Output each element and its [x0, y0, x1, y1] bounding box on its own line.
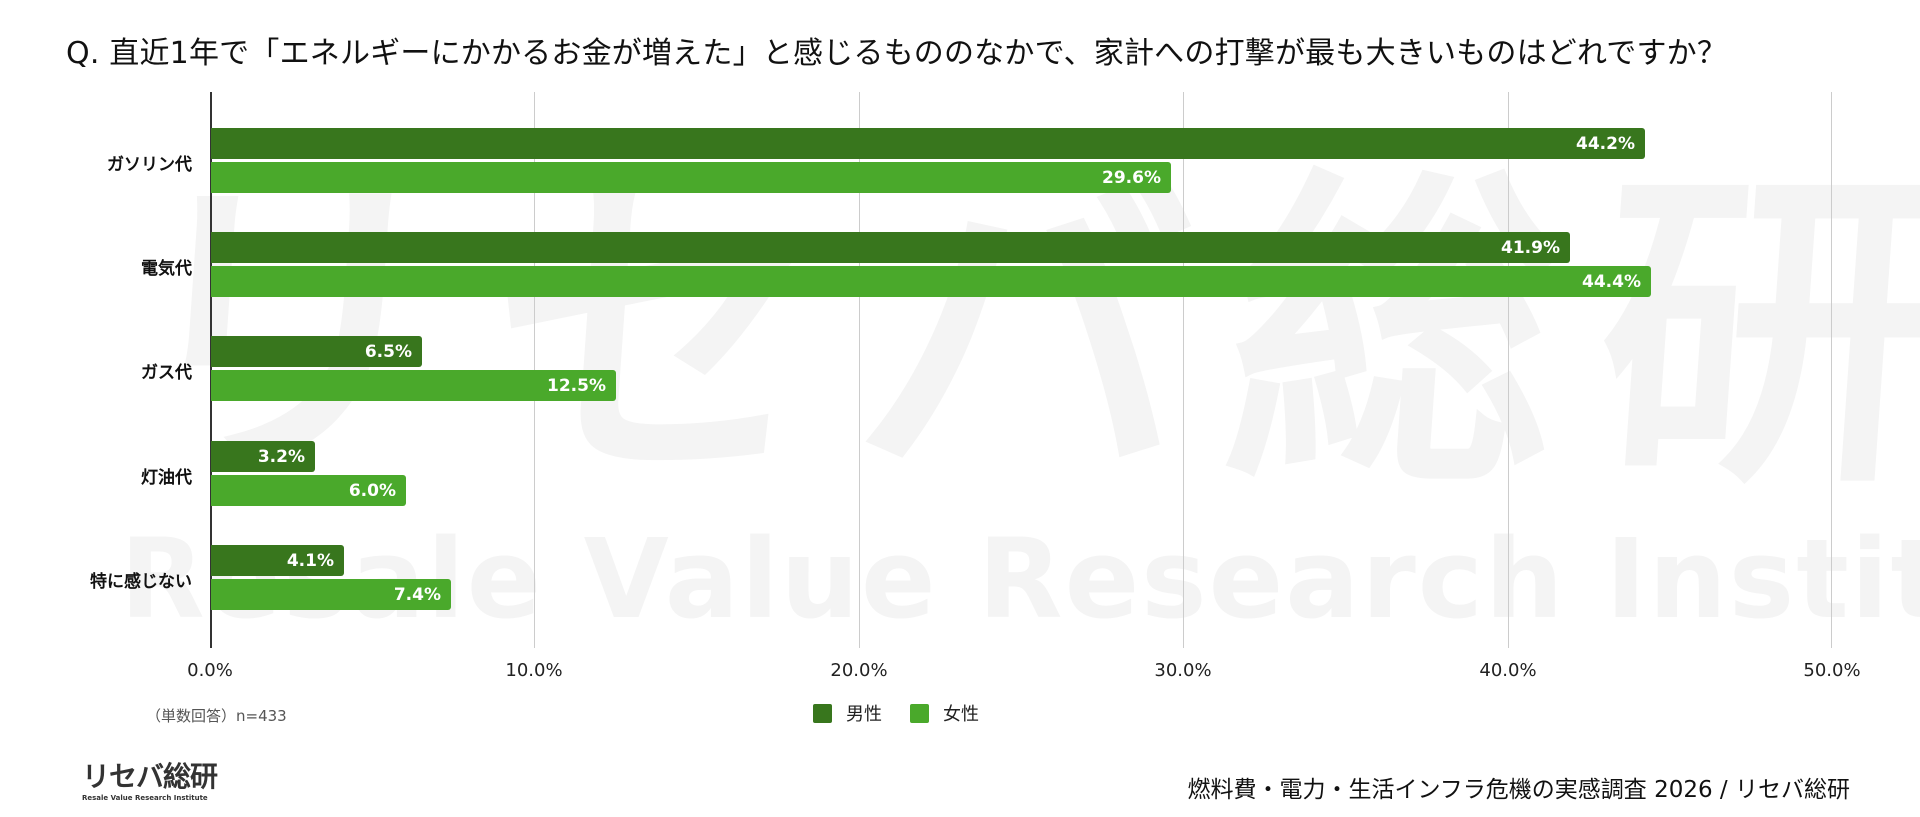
x-tick: 10.0%: [505, 660, 563, 681]
bar-female-kerosene: 6.0%: [211, 475, 406, 506]
sample-note: （単数回答）n=433: [146, 707, 287, 725]
gridline: [1831, 92, 1832, 648]
legend: 男性 女性: [813, 700, 1007, 726]
legend-label-female: 女性: [943, 704, 979, 725]
category-label-gasoline: ガソリン代: [107, 155, 192, 175]
x-tick: 0.0%: [187, 660, 233, 681]
chart-title: Q. 直近1年で「エネルギーにかかるお金が増えた」と感じるもののなかで、家計への…: [66, 36, 1728, 71]
x-tick: 50.0%: [1803, 660, 1861, 681]
logo-en: Resale Value Research Institute: [82, 794, 208, 802]
bar-male-gasoline: 44.2%: [211, 128, 1645, 159]
bar-male-gas: 6.5%: [211, 336, 422, 367]
legend-item-male[interactable]: 男性: [813, 700, 882, 726]
logo: リセバ総研 Resale Value Research Institute: [82, 760, 218, 803]
bar-female-electricity: 44.4%: [211, 266, 1651, 297]
legend-label-male: 男性: [846, 704, 882, 725]
bar-male-electricity: 41.9%: [211, 232, 1570, 263]
source-caption: 燃料費・電力・生活インフラ危機の実感調査 2026 / リセバ総研: [1187, 777, 1850, 803]
category-label-gas: ガス代: [141, 363, 192, 383]
x-tick: 30.0%: [1154, 660, 1212, 681]
gridline: [1508, 92, 1509, 648]
bar-male-kerosene: 3.2%: [211, 441, 315, 472]
gridline: [1183, 92, 1184, 648]
category-label-electricity: 電気代: [141, 259, 192, 279]
bar-female-gasoline: 29.6%: [211, 162, 1171, 193]
x-tick: 40.0%: [1479, 660, 1537, 681]
plot-area: 44.2% 29.6% 41.9% 44.4% 6.5% 12.5% 3.2% …: [210, 92, 1832, 648]
bar-female-none: 7.4%: [211, 579, 451, 610]
legend-item-female[interactable]: 女性: [910, 700, 979, 726]
gridline: [859, 92, 860, 648]
legend-swatch-male: [813, 703, 832, 723]
bar-female-gas: 12.5%: [211, 370, 616, 401]
bar-male-none: 4.1%: [211, 545, 344, 576]
legend-swatch-female: [910, 703, 929, 723]
category-label-kerosene: 灯油代: [141, 468, 192, 488]
category-label-none: 特に感じない: [90, 572, 192, 592]
x-tick: 20.0%: [830, 660, 888, 681]
logo-jp: リセバ総研: [82, 760, 218, 793]
